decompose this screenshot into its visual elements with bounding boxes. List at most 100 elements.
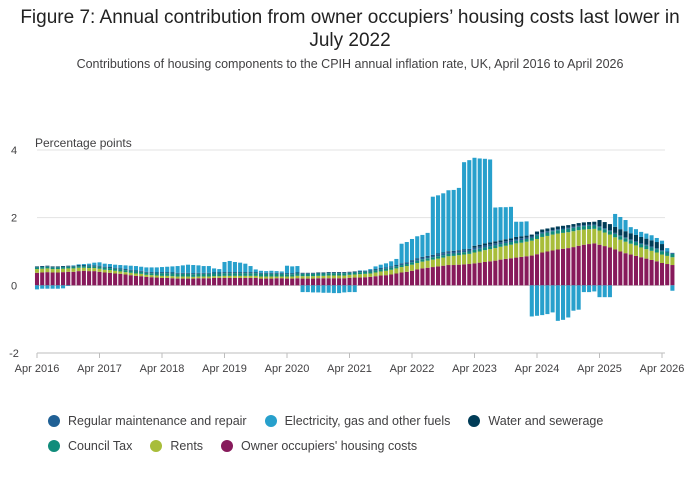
bar-segment xyxy=(628,240,633,244)
bar-segment xyxy=(467,264,472,286)
bar-segment xyxy=(279,271,284,273)
bar-segment xyxy=(472,252,477,264)
bar-segment xyxy=(243,272,248,274)
bar-segment xyxy=(555,226,560,230)
legend-item-electricity[interactable]: Electricity, gas and other fuels xyxy=(264,413,451,428)
bar-segment xyxy=(243,277,248,286)
bar-segment xyxy=(451,265,456,286)
bar-segment xyxy=(253,269,258,273)
bar-segment xyxy=(186,273,191,274)
bar-segment xyxy=(394,266,399,269)
bar-segment xyxy=(540,232,545,234)
bar-segment xyxy=(34,266,40,268)
bar-segment xyxy=(425,260,430,268)
bar-segment xyxy=(258,273,263,277)
bar-segment xyxy=(159,275,165,278)
bar-segment xyxy=(107,272,112,286)
bar-segment xyxy=(92,271,97,286)
bar-segment xyxy=(462,250,467,253)
bar-segment xyxy=(373,269,378,270)
bar-segment xyxy=(545,232,550,236)
bar-segment xyxy=(139,273,144,277)
bar-segment xyxy=(326,285,331,293)
bar-segment xyxy=(639,257,644,286)
bar-segment xyxy=(618,236,623,240)
bar-segment xyxy=(196,273,201,277)
legend-item-regular-maintenance[interactable]: Regular maintenance and repair xyxy=(48,414,247,428)
bar-segment xyxy=(534,238,540,255)
bar-segment xyxy=(191,276,196,279)
legend-item-ooh[interactable]: Owner occupiers' housing costs xyxy=(221,439,417,453)
bar-segment xyxy=(232,275,237,278)
bar-segment xyxy=(436,256,441,259)
bar-segment xyxy=(222,272,227,274)
bar-segment xyxy=(488,261,493,286)
bar-segment xyxy=(102,269,107,273)
bar-segment xyxy=(561,229,566,233)
bar-segment xyxy=(123,274,128,286)
bar-segment xyxy=(649,250,654,260)
bar-segment xyxy=(342,278,347,286)
bar-segment xyxy=(45,266,50,267)
bar-segment xyxy=(269,278,274,286)
bar-segment xyxy=(394,273,399,286)
x-tick-label: Apr 2021 xyxy=(327,363,372,375)
bar-segment xyxy=(394,265,399,267)
bar-segment xyxy=(264,276,269,279)
bar-segment xyxy=(232,273,237,276)
bar-segment xyxy=(180,273,185,277)
legend-label-electricity: Electricity, gas and other fuels xyxy=(284,413,451,428)
bar-segment xyxy=(498,242,503,245)
bar-segment xyxy=(326,278,331,286)
bar-segment xyxy=(248,275,253,278)
bar-segment xyxy=(399,263,404,264)
bar-segment xyxy=(555,229,560,231)
bar-segment xyxy=(519,236,524,239)
bar-segment xyxy=(363,271,368,272)
bar-segment xyxy=(654,261,659,286)
bar-segment xyxy=(165,272,170,274)
bar-segment xyxy=(243,275,248,278)
bar-segment xyxy=(623,231,628,238)
bar-segment xyxy=(352,277,357,286)
bar-segment xyxy=(394,268,399,274)
bar-segment xyxy=(128,270,133,273)
bar-segment xyxy=(368,271,373,274)
bar-segment xyxy=(482,247,487,251)
bar-segment xyxy=(50,266,55,267)
bar-segment xyxy=(186,273,191,277)
bar-segment xyxy=(232,272,237,274)
bar-segment xyxy=(238,273,243,276)
bar-segment xyxy=(420,268,425,286)
bar-segment xyxy=(170,272,175,273)
bar-segment xyxy=(50,285,55,289)
bar-segment xyxy=(227,273,232,276)
bar-segment xyxy=(383,267,388,269)
bar-segment xyxy=(524,237,529,239)
bar-segment xyxy=(123,270,128,273)
bar-segment xyxy=(175,272,180,274)
bar-segment xyxy=(123,265,128,270)
bar-segment xyxy=(238,277,243,286)
bar-segment xyxy=(467,251,472,254)
bar-segment xyxy=(102,267,107,268)
bar-segment xyxy=(227,277,232,286)
bar-segment xyxy=(196,278,201,286)
legend-item-council-tax[interactable]: Council Tax xyxy=(48,439,132,453)
bar-segment xyxy=(519,240,524,243)
bar-segment xyxy=(456,255,461,265)
legend-row: Regular maintenance and repair Electrici… xyxy=(48,408,668,433)
bar-segment xyxy=(618,229,623,236)
bar-segment xyxy=(253,272,258,274)
bar-segment xyxy=(316,272,321,274)
bar-segment xyxy=(649,247,654,251)
legend-item-water[interactable]: Water and sewerage xyxy=(468,414,603,428)
bar-segment xyxy=(139,271,144,274)
bar-segment xyxy=(472,157,477,246)
legend-item-rents[interactable]: Rents xyxy=(150,439,203,453)
bar-segment xyxy=(618,251,623,286)
bar-segment xyxy=(607,231,612,235)
y-tick-label: -2 xyxy=(9,348,19,360)
bar-segment xyxy=(305,272,310,274)
bar-segment xyxy=(639,236,644,244)
